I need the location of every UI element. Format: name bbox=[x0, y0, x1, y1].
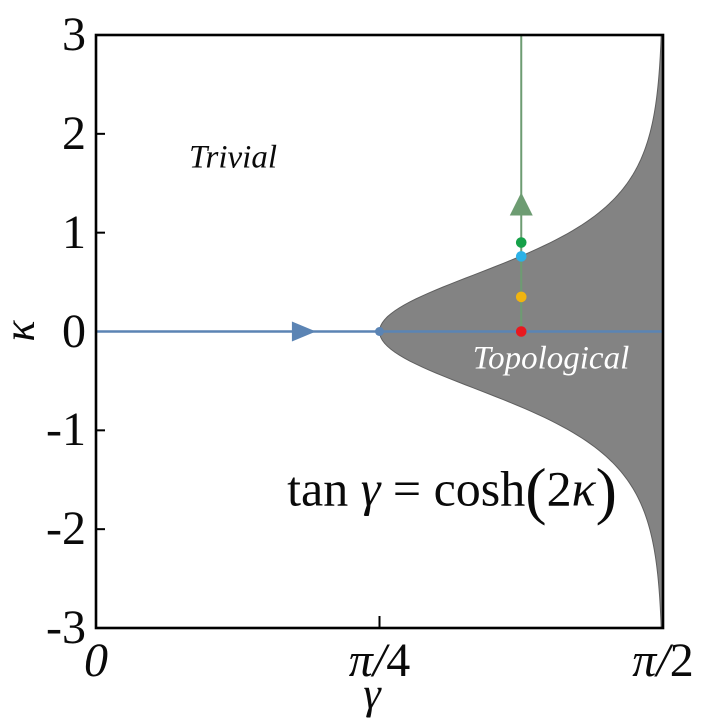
blue-tip-dot bbox=[375, 327, 384, 336]
region-label-trivial: Trivial bbox=[188, 139, 278, 176]
y-tick-label: 0 bbox=[62, 304, 86, 358]
equation-part: = bbox=[380, 460, 434, 517]
boundary-equation: tan γ = cosh(2κ) bbox=[287, 459, 617, 523]
cyan-dot bbox=[515, 251, 527, 262]
equation-part: tan bbox=[287, 460, 361, 517]
x-tick-label: π/2 bbox=[632, 634, 694, 687]
y-tick-label: -2 bbox=[46, 502, 86, 556]
equation-part: ) bbox=[595, 455, 617, 526]
equation-part: κ bbox=[571, 460, 596, 517]
orange-dot bbox=[515, 291, 527, 303]
y-tick-label: -3 bbox=[46, 601, 86, 654]
up-arrow-icon bbox=[509, 192, 533, 216]
y-tick-label: -1 bbox=[46, 403, 86, 457]
y-tick-label: 1 bbox=[62, 205, 86, 259]
y-tick-label: 3 bbox=[62, 8, 86, 61]
equation-part: γ bbox=[360, 460, 381, 517]
y-tick-label: 2 bbox=[62, 106, 86, 160]
green-dot bbox=[515, 237, 527, 248]
x-tick-label: π/4 bbox=[348, 634, 411, 687]
region-label-topological: Topological bbox=[472, 340, 630, 377]
equation-part: 2 bbox=[546, 460, 572, 517]
equation-part: ( bbox=[525, 455, 547, 526]
right-arrow-icon bbox=[291, 321, 316, 342]
x-tick-label: 0 bbox=[84, 634, 108, 687]
x-axis-label: γ bbox=[363, 669, 381, 718]
equation-part: cosh bbox=[433, 460, 526, 517]
red-dot bbox=[515, 326, 527, 337]
